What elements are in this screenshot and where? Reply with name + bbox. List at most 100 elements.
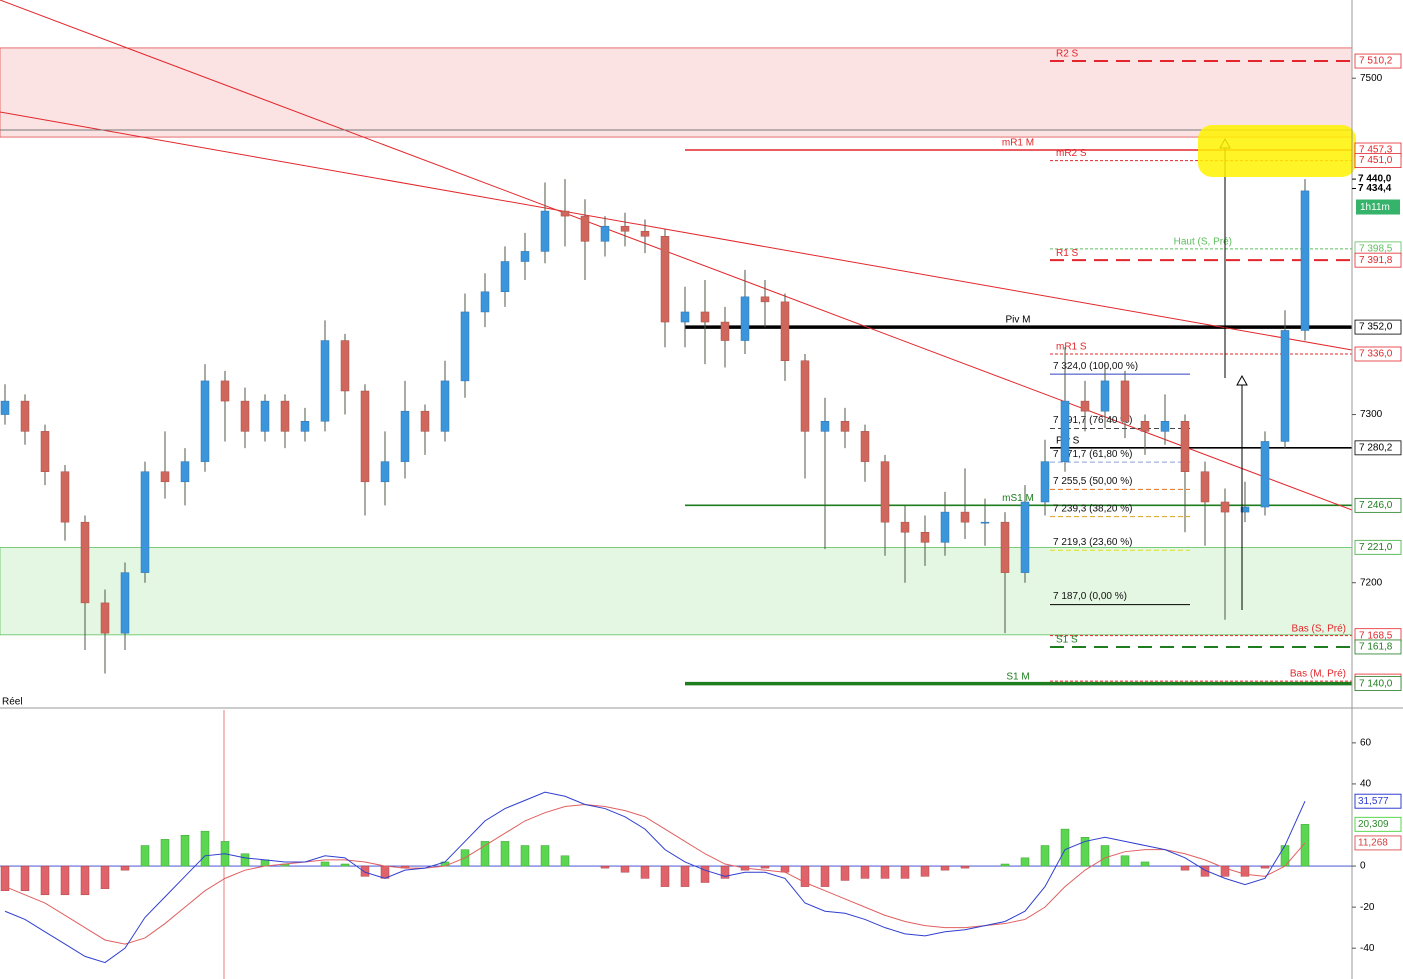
histogram-bar	[500, 841, 510, 867]
candle-body	[1200, 471, 1210, 503]
histogram-bar	[760, 865, 770, 869]
candle-body	[720, 321, 730, 341]
high-label: 7 440,0	[1358, 174, 1392, 185]
candle-body	[980, 521, 990, 524]
candle-body	[1020, 501, 1030, 573]
price-label: 7 168,5	[1359, 630, 1393, 641]
zone	[0, 47, 1353, 138]
value-box	[1354, 835, 1402, 851]
candle-body	[1160, 421, 1170, 432]
candle-body	[900, 521, 910, 533]
histogram-bar	[380, 865, 390, 879]
price-box	[1354, 53, 1402, 69]
fib-label: 7 187,0 (0,00 %)	[1053, 591, 1127, 602]
zones	[0, 47, 1353, 636]
candle-body	[1260, 441, 1270, 508]
histogram-bar	[520, 845, 530, 867]
candle-body	[460, 311, 470, 382]
candle-body	[220, 380, 230, 402]
candle-body	[100, 602, 110, 634]
histogram-bar	[640, 865, 650, 879]
level-name: mS1 M	[1002, 493, 1034, 504]
histogram-bar	[60, 865, 70, 896]
fib-label: 7 239,3 (38,20 %)	[1053, 503, 1133, 514]
histogram-bar	[1220, 865, 1230, 877]
histogram-bar	[620, 865, 630, 873]
histogram-bar	[1100, 845, 1110, 867]
y-tick-label: 7200	[1360, 577, 1383, 588]
fib-label: 7 324,0 (100,00 %)	[1053, 361, 1138, 372]
price-box	[1354, 497, 1402, 513]
histogram-bar	[100, 865, 110, 889]
highlight	[1198, 125, 1356, 177]
price-label: 7 140,0	[1359, 678, 1393, 689]
price-label: 7 451,0	[1359, 155, 1393, 166]
axis-labels: 7 221,0 7500 7300 7200 7 510,2 7 457,37 451,0…	[1352, 53, 1402, 692]
histogram-bar	[900, 865, 910, 879]
macd-pane: 60 40 0 -20 -40 31,577 20,309 11,268	[0, 737, 1402, 964]
candle-body	[860, 431, 870, 462]
candle-body	[80, 521, 90, 604]
price-label: 7 398,5	[1359, 244, 1393, 255]
candle-body	[60, 471, 70, 523]
candle-body	[320, 340, 330, 422]
timer-box	[1356, 199, 1400, 215]
price-box	[1354, 676, 1402, 692]
candle-body	[800, 360, 810, 432]
price-label: 7 457,3	[1359, 145, 1393, 156]
histogram-bar	[180, 835, 190, 867]
candle-body	[1240, 506, 1250, 513]
price-box	[1354, 639, 1402, 655]
candle-body	[300, 421, 310, 432]
histogram-bar	[200, 830, 210, 867]
arrow-head	[1236, 374, 1248, 386]
histogram-bar	[320, 861, 330, 867]
histogram-bar	[780, 865, 790, 873]
histogram-bar	[840, 865, 850, 881]
y-tick-label: -40	[1360, 943, 1375, 954]
level-name: mR2 S	[1056, 148, 1087, 159]
candle-body	[380, 461, 390, 483]
histogram-bar	[0, 865, 10, 891]
histogram-bar	[1060, 828, 1070, 867]
fib-label: 7 219,3 (23,60 %)	[1053, 537, 1133, 548]
candle-body	[180, 461, 190, 483]
level-name: mR1 S	[1056, 342, 1087, 353]
timer: 1h11m	[1360, 202, 1390, 213]
candle-body	[1060, 400, 1070, 462]
level-name: Bas (S, Pré)	[1292, 623, 1346, 634]
candle-body	[640, 230, 650, 237]
price-label: 7 161,8	[1359, 642, 1393, 653]
level-name: R2 S	[1056, 49, 1079, 60]
candle-body	[560, 210, 570, 217]
price-box	[1354, 252, 1402, 268]
signal-line	[4, 803, 1306, 945]
candle-body	[520, 251, 530, 262]
price-label: 7 221,0	[1359, 542, 1393, 553]
price-box	[1354, 153, 1402, 169]
candle-body	[660, 236, 670, 323]
candle-body	[40, 431, 50, 472]
y-tick-label: -20	[1360, 902, 1375, 913]
candle-body	[540, 210, 550, 252]
price-box	[1354, 539, 1402, 555]
level-name: S1 M	[1006, 671, 1029, 682]
candle-body	[480, 291, 490, 313]
level-name: S1 S	[1056, 635, 1078, 646]
candle-body	[960, 511, 970, 523]
candle-body	[1080, 400, 1090, 412]
candle-body	[680, 311, 690, 323]
candle-body	[1000, 521, 1010, 573]
price-box	[1354, 319, 1402, 335]
price-box	[1354, 346, 1402, 362]
histogram-bar	[1040, 845, 1050, 867]
candle-body	[1140, 421, 1150, 432]
histogram-bar	[1260, 865, 1270, 869]
candle-body	[1220, 501, 1230, 513]
histogram-bar	[80, 865, 90, 896]
histogram-bar	[360, 865, 370, 877]
candle-body	[340, 340, 350, 392]
price-label: 7 510,2	[1359, 56, 1393, 67]
y-tick-label: 7300	[1360, 409, 1383, 420]
